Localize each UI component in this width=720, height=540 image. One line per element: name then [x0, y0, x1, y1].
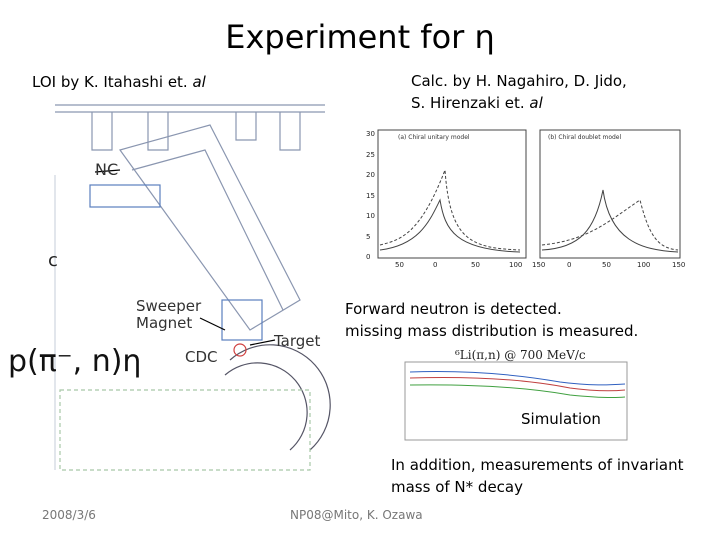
note-line1: Forward neutron is detected. [345, 300, 562, 318]
x-tick-label: 50 [395, 261, 404, 269]
right-caption-line2: S. Hirenzaki et. al [411, 94, 543, 112]
left-caption-emphasis: al [192, 73, 206, 91]
note-line2: missing mass distribution is measured. [345, 322, 639, 340]
footer-date: 2008/3/6 [42, 508, 96, 522]
x-tick-label: 0 [433, 261, 438, 269]
simulation-plot-title: ⁶Li(π,n) @ 700 MeV/c [455, 348, 586, 362]
panel-a-label: (a) Chiral unitary model [398, 134, 470, 141]
nc-label: NC [95, 160, 119, 179]
x-tick-label: 50 [471, 261, 480, 269]
y-tick-label: 20 [366, 171, 375, 179]
calc-plot [377, 129, 681, 259]
footer-venue: NP08@Mito, K. Ozawa [290, 508, 423, 522]
y-tick-label: 30 [366, 130, 375, 138]
right-caption-line1: Calc. by H. Nagahiro, D. Jido, [411, 72, 627, 90]
right-caption-emphasis: al [529, 94, 543, 112]
addition-line2: mass of N* decay [391, 478, 523, 496]
x-tick-label: 0 [567, 261, 572, 269]
sweeper-label: Sweeper [136, 297, 202, 315]
y-tick-label: 5 [366, 232, 371, 241]
reaction-label: p(π⁻, n)η [8, 344, 142, 379]
x-tick-label: 100 [637, 261, 651, 269]
y-tick-label: 10 [366, 212, 375, 220]
y-tick-label: 15 [366, 191, 375, 200]
title: Experiment for η [225, 18, 495, 56]
right-caption-text: S. Hirenzaki et. [411, 94, 530, 112]
target-label: Target [274, 332, 321, 350]
simulation-label: Simulation [521, 410, 601, 428]
x-tick-label: 150 [532, 261, 546, 269]
left-caption: LOI by K. Itahashi et. al [32, 73, 206, 91]
y-tick-label: 0 [366, 253, 371, 261]
y-tick-label: 25 [366, 150, 375, 159]
cdc-label: CDC [185, 348, 218, 366]
x-tick-label: 150 [672, 261, 686, 269]
panel-b-label: (b) Chiral doublet model [548, 134, 622, 141]
left-caption-text: LOI by K. Itahashi et. [32, 73, 193, 91]
c-label: c [48, 250, 58, 271]
x-tick-label: 100 [509, 261, 523, 269]
addition-line1: In addition, measurements of invariant [391, 456, 684, 474]
simulation-plot [404, 361, 628, 441]
magnet-label: Magnet [136, 314, 193, 332]
x-tick-label: 50 [602, 261, 611, 269]
detector-diagram [54, 104, 331, 471]
